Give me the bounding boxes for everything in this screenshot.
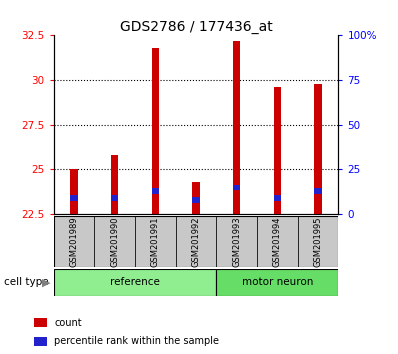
Text: motor neuron: motor neuron	[242, 277, 313, 287]
Bar	[70, 195, 78, 201]
Bar	[233, 185, 240, 190]
Bar	[152, 188, 159, 194]
Bar	[233, 41, 240, 214]
Text: GSM201995: GSM201995	[314, 216, 322, 267]
Text: GSM201994: GSM201994	[273, 216, 282, 267]
Text: cell type: cell type	[4, 277, 49, 287]
Bar	[314, 188, 322, 194]
Bar	[314, 84, 322, 214]
Text: ▶: ▶	[41, 277, 50, 287]
Bar	[217, 269, 338, 296]
Bar	[192, 197, 200, 202]
Text: percentile rank within the sample: percentile rank within the sample	[54, 336, 219, 346]
Bar	[54, 269, 217, 296]
Bar	[111, 155, 118, 214]
Bar	[257, 216, 298, 267]
Bar	[34, 337, 47, 346]
Bar	[54, 216, 94, 267]
Bar	[192, 182, 200, 214]
Bar	[274, 87, 281, 214]
Bar	[152, 48, 159, 214]
Bar	[34, 319, 47, 327]
Bar	[135, 216, 176, 267]
Text: reference: reference	[110, 277, 160, 287]
Title: GDS2786 / 177436_at: GDS2786 / 177436_at	[120, 21, 272, 34]
Text: count: count	[54, 318, 82, 328]
Text: GSM201989: GSM201989	[70, 216, 78, 267]
Bar	[298, 216, 338, 267]
Bar	[111, 195, 118, 201]
Text: GSM201990: GSM201990	[110, 216, 119, 267]
Bar	[176, 216, 217, 267]
Bar	[94, 216, 135, 267]
Text: GSM201992: GSM201992	[191, 216, 201, 267]
Text: GSM201993: GSM201993	[232, 216, 241, 267]
Bar	[70, 170, 78, 214]
Text: GSM201991: GSM201991	[151, 216, 160, 267]
Bar	[274, 195, 281, 201]
Bar	[217, 216, 257, 267]
